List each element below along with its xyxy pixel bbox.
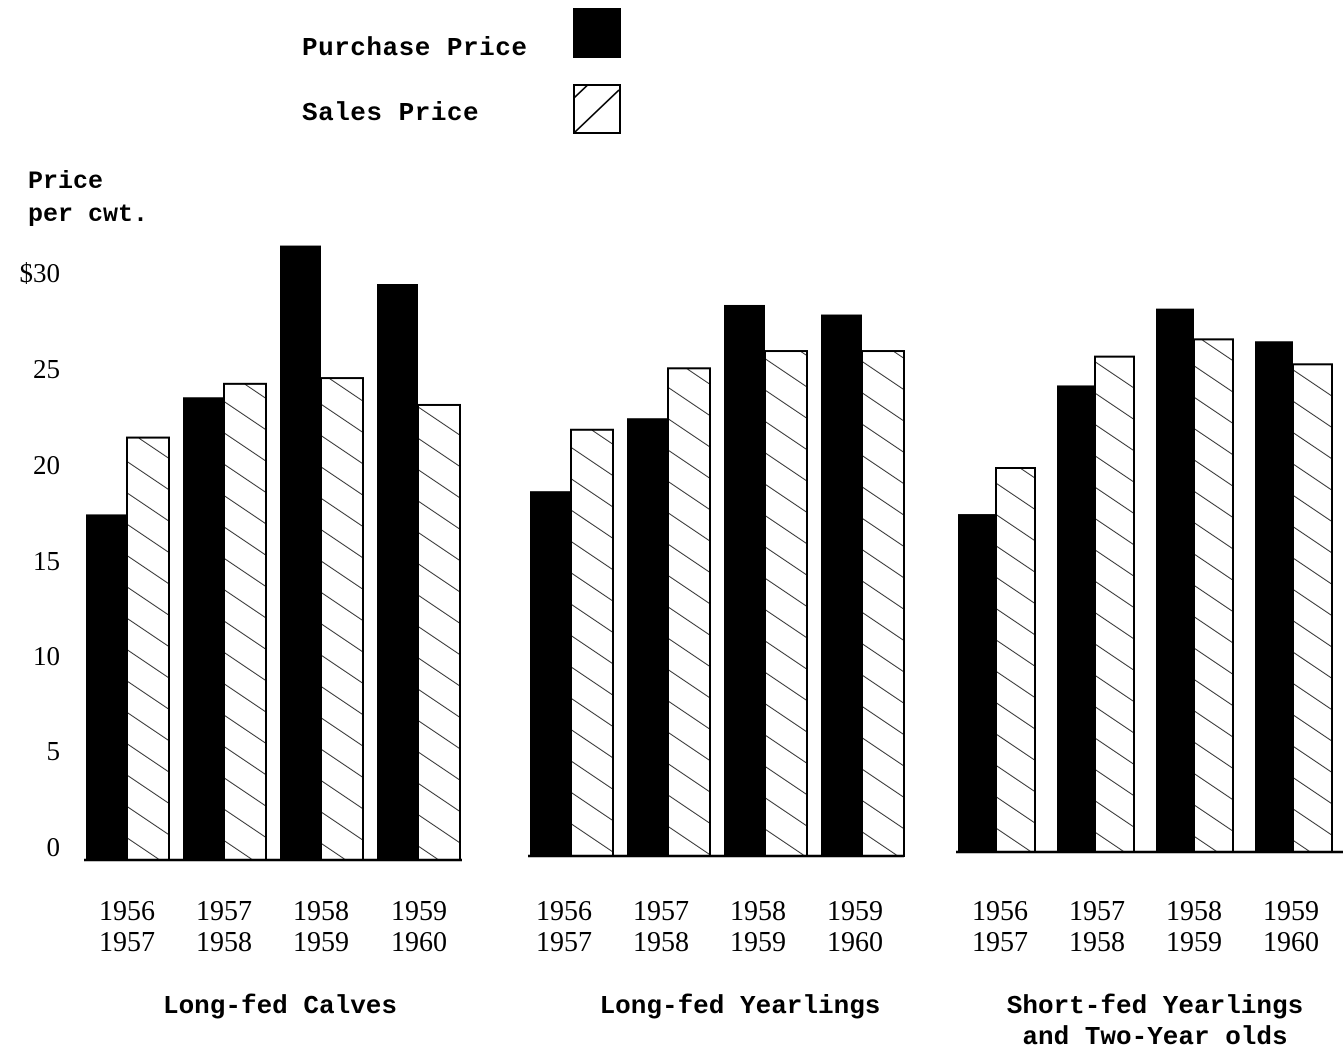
y-tick-15: 15 — [33, 546, 60, 576]
x-category-label: 1958 1959 — [1166, 896, 1222, 958]
bar-purchase-price — [280, 245, 321, 861]
legend-hatch-icon — [575, 86, 619, 132]
x-category-label: 1958 1959 — [293, 896, 349, 958]
x-category-label: 1959 1960 — [1263, 896, 1319, 958]
bar-purchase-price — [377, 284, 418, 860]
x-category-label: 1957 1958 — [1069, 896, 1125, 958]
group-label-long-fed-calves: Long-fed Calves — [162, 991, 398, 1021]
bar-sales-price — [223, 382, 267, 861]
bar-purchase-price — [86, 514, 127, 860]
bar-sales-price — [995, 467, 1036, 853]
legend-label-sales: Sales Price — [302, 98, 480, 128]
bar-sales-price — [1094, 355, 1135, 853]
bar-purchase-price — [1156, 308, 1194, 852]
bar-purchase-price — [530, 491, 571, 856]
x-category-label: 1956 1957 — [536, 896, 592, 958]
bar-purchase-price — [1057, 385, 1095, 852]
x-category-label: 1957 1958 — [633, 896, 689, 958]
y-tick-0: 0 — [46, 832, 61, 862]
bar-sales-price — [320, 377, 364, 861]
legend-label-purchase: Purchase Price — [302, 33, 528, 63]
bar-sales-price — [861, 350, 905, 857]
group-label-short-fed-yearlings: Short-fed Yearlings and Two-Year olds — [1006, 991, 1304, 1052]
y-axis-title: Price per cwt. — [28, 165, 148, 231]
x-category-label: 1957 1958 — [196, 896, 252, 958]
y-axis-title-line2: per cwt. — [28, 200, 149, 229]
bar-sales-price — [1193, 338, 1234, 853]
bar-purchase-price — [183, 397, 224, 860]
legend-swatch-sales — [573, 84, 621, 134]
x-category-label: 1956 1957 — [972, 896, 1028, 958]
bar-purchase-price — [724, 304, 765, 857]
y-tick-20: 20 — [33, 450, 60, 480]
y-tick-25: 25 — [33, 354, 60, 384]
bar-sales-price — [764, 350, 808, 857]
bar-purchase-price — [627, 418, 668, 856]
y-axis-title-line1: Price — [28, 167, 104, 196]
x-category-label: 1959 1960 — [827, 896, 883, 958]
bar-sales-price — [417, 403, 461, 861]
x-category-label: 1959 1960 — [391, 896, 447, 958]
bar-sales-price — [1292, 363, 1333, 853]
group-label-long-fed-yearlings: Long-fed Yearlings — [599, 991, 881, 1021]
x-category-label: 1958 1959 — [730, 896, 786, 958]
x-category-label: 1956 1957 — [99, 896, 155, 958]
y-tick-30: $30 — [19, 258, 61, 288]
bar-purchase-price — [821, 314, 862, 856]
legend-swatch-purchase — [573, 8, 621, 58]
bar-sales-price — [570, 428, 614, 857]
bar-sales-price — [667, 367, 711, 857]
bar-sales-price — [126, 436, 170, 861]
y-tick-5: 5 — [46, 736, 61, 766]
bar-purchase-price — [958, 514, 996, 852]
y-tick-10: 10 — [33, 641, 60, 671]
bar-purchase-price — [1255, 341, 1293, 852]
